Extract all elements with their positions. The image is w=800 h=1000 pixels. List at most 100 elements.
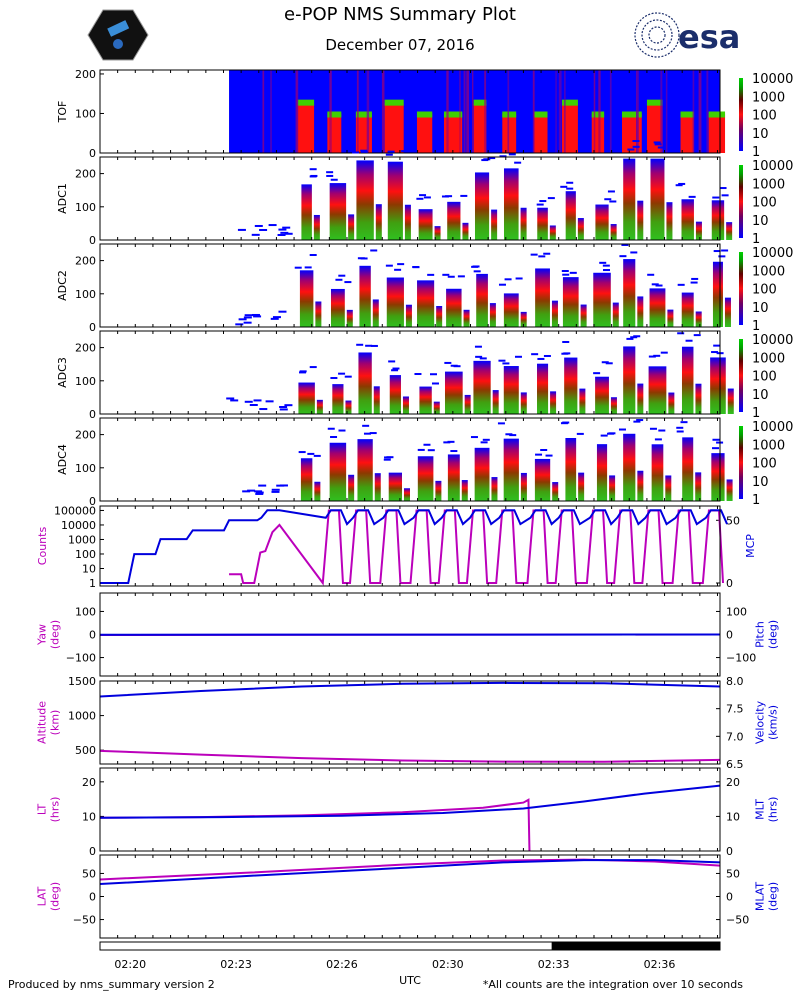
adc3-scatter [284, 404, 293, 407]
tof-y-tick-label: 0 [89, 147, 96, 160]
tof-streak [459, 70, 461, 153]
tof-peak [534, 111, 548, 118]
orbit-left-tick-label: 1500 [68, 675, 96, 688]
adc4-scatter [369, 432, 377, 435]
adc2-scatter [335, 278, 343, 281]
time-right-tick-label: 0 [726, 845, 733, 858]
colorbar-tick-label: 100 [752, 283, 777, 298]
adc1-scatter [326, 174, 334, 177]
adc1-burst-bar [348, 214, 355, 240]
adc1-scatter [547, 197, 555, 200]
adc4-burst-bar [682, 437, 694, 501]
adc2-scatter [253, 315, 262, 318]
tof-burst [591, 113, 605, 153]
adc3-burst-bar [298, 382, 315, 414]
adc4-burst-bar [461, 480, 468, 501]
adc2-scatter [243, 316, 252, 319]
tof-burst [646, 103, 663, 153]
adc3-scatter [230, 399, 239, 402]
adc4-scatter [298, 451, 306, 454]
adc4-scatter [247, 489, 256, 492]
adc1-scatter [481, 159, 489, 162]
adc3-scatter [309, 366, 317, 369]
colorbar-tick-label: 1000 [752, 351, 785, 366]
adc4-scatter [258, 484, 267, 487]
adc1-burst-bar [462, 222, 469, 240]
adc1-burst-bar [666, 202, 673, 240]
adc2-burst-bar [417, 280, 435, 327]
colorbar-tick-label: 1000 [752, 264, 785, 279]
orbit-ylabel-right: Velocity (km/s) [754, 700, 780, 744]
adc1-scatter [604, 198, 612, 201]
adc2-burst-bar [667, 309, 674, 327]
adc3-burst-bar [595, 376, 609, 414]
adc1-y-tick-label: 100 [75, 201, 96, 214]
adc1-burst-bar [695, 221, 702, 240]
x-tick-label: 02:33 [538, 958, 570, 971]
adc4-y-tick-label: 100 [75, 462, 96, 475]
adc2-scatter [569, 271, 577, 274]
adc2-burst-bar [520, 311, 527, 327]
adc4-burst-bar [665, 475, 672, 501]
tof-peak [297, 99, 315, 106]
adc1-scatter [416, 197, 424, 200]
tof-peak [622, 111, 642, 118]
adc3-scatter [537, 357, 545, 360]
adc4-scatter [636, 419, 644, 422]
tof-peak [502, 111, 517, 118]
adc4-scatter [470, 436, 478, 439]
adc1-scatter [254, 224, 263, 227]
tof-burst [502, 113, 517, 153]
tof-streak [381, 70, 385, 153]
adc4-scatter [676, 430, 684, 433]
adc4-scatter [255, 491, 264, 494]
adc2-scatter [238, 318, 247, 321]
adc4-burst-bar [417, 456, 434, 501]
adc4-burst-bar [447, 454, 460, 501]
counts-y-tick-label: 1 [89, 577, 96, 590]
adc3-scatter [444, 361, 452, 364]
adc2-ylabel-line: ADC2 [56, 270, 69, 301]
orbit-ylabel: Altitude (km) [36, 701, 62, 744]
time-ylabel-right-line: (hrs) [767, 797, 780, 823]
position-right-tick-label: 50 [726, 867, 740, 880]
adc2-scatter [344, 281, 352, 284]
adc2-y-tick-label: 200 [75, 255, 96, 268]
attitude-left-tick-label: −100 [66, 652, 96, 665]
adc2-scatter [504, 278, 512, 281]
adc3-burst-bar [695, 383, 702, 414]
adc2-burst-bar [551, 300, 558, 327]
adc3-burst-bar [681, 346, 694, 414]
adc4-scatter [576, 432, 584, 435]
adc4-burst-bar [578, 472, 585, 501]
adc3-scatter [249, 404, 258, 407]
adc3-scatter [429, 373, 437, 376]
tof-streak [593, 70, 596, 153]
adc1-scatter [360, 149, 368, 152]
adc3-y-tick-label: 0 [89, 408, 96, 421]
position-left-tick-label: 50 [82, 867, 96, 880]
adc3-burst-bar [492, 390, 499, 414]
adc2-scatter [235, 323, 244, 326]
adc4-burst-bar [711, 453, 725, 501]
counts-ylabel-line: Counts [36, 527, 49, 566]
adc3-scatter [226, 397, 235, 400]
tof-peak [473, 99, 487, 106]
adc4-scatter [384, 456, 392, 459]
adc3-burst-bar [444, 371, 463, 414]
adc4-burst-bar [300, 458, 313, 501]
adc4-y-tick-label: 200 [75, 429, 96, 442]
time-left-series [99, 798, 531, 852]
adc3-scatter [563, 352, 571, 355]
adc2-burst-bar [637, 296, 644, 327]
adc4-scatter [633, 420, 641, 423]
adc3-scatter [392, 367, 400, 370]
orbit-right-series [99, 681, 721, 698]
adc1-burst-bar [623, 158, 636, 240]
colorbar-tick-label: 10 [752, 475, 769, 490]
adc3-scatter [338, 372, 346, 375]
adc4-scatter [540, 448, 548, 451]
adc1-burst-bar [313, 214, 320, 240]
